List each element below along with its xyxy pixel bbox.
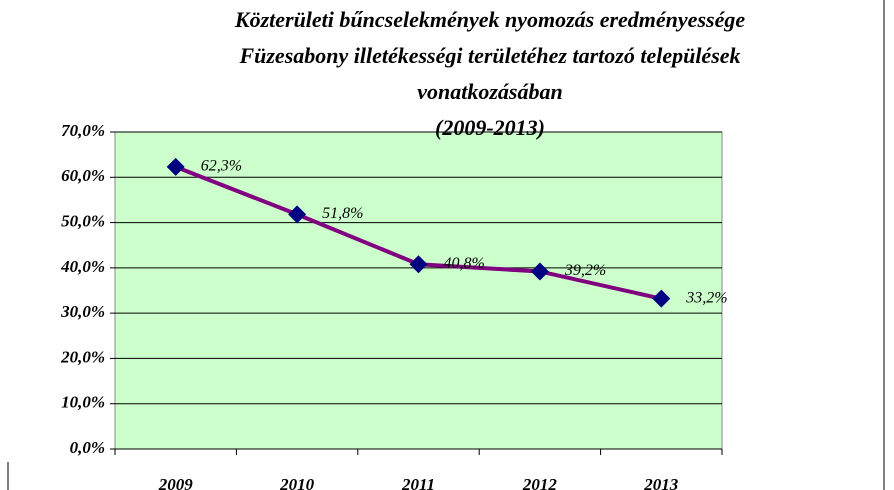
y-tick-label: 40,0% (60, 257, 105, 276)
data-label: 40,8% (444, 255, 485, 272)
marker (530, 262, 549, 281)
marker (166, 157, 185, 176)
chart-title: vonatkozásában (417, 79, 562, 104)
marker (652, 289, 671, 308)
marker (409, 255, 428, 274)
x-tick-label: 2010 (279, 475, 315, 490)
y-tick-label: 10,0% (61, 393, 105, 412)
data-label: 39,2% (564, 262, 606, 279)
y-tick-label: 50,0% (61, 211, 105, 230)
x-tick-label: 2009 (158, 475, 194, 490)
data-label: 33,2% (685, 289, 727, 306)
y-tick-label: 70,0% (61, 121, 105, 140)
chart-title: Füzesabony illetékességi területéhez tar… (238, 43, 740, 68)
y-tick-label: 60,0% (61, 166, 105, 185)
y-tick-label: 20,0% (60, 347, 105, 366)
x-tick-label: 2012 (522, 475, 558, 490)
data-label: 51,8% (322, 205, 363, 222)
marker (288, 205, 307, 224)
chart-title: Közterületi bűncselekmények nyomozás ere… (234, 7, 745, 32)
x-tick-label: 2011 (401, 475, 435, 490)
chart-title: (2009-2013) (435, 115, 545, 140)
data-label: 62,3% (201, 158, 242, 175)
x-tick-label: 2013 (643, 475, 679, 490)
y-tick-label: 30,0% (60, 302, 105, 321)
y-tick-label: 0,0% (70, 438, 105, 457)
